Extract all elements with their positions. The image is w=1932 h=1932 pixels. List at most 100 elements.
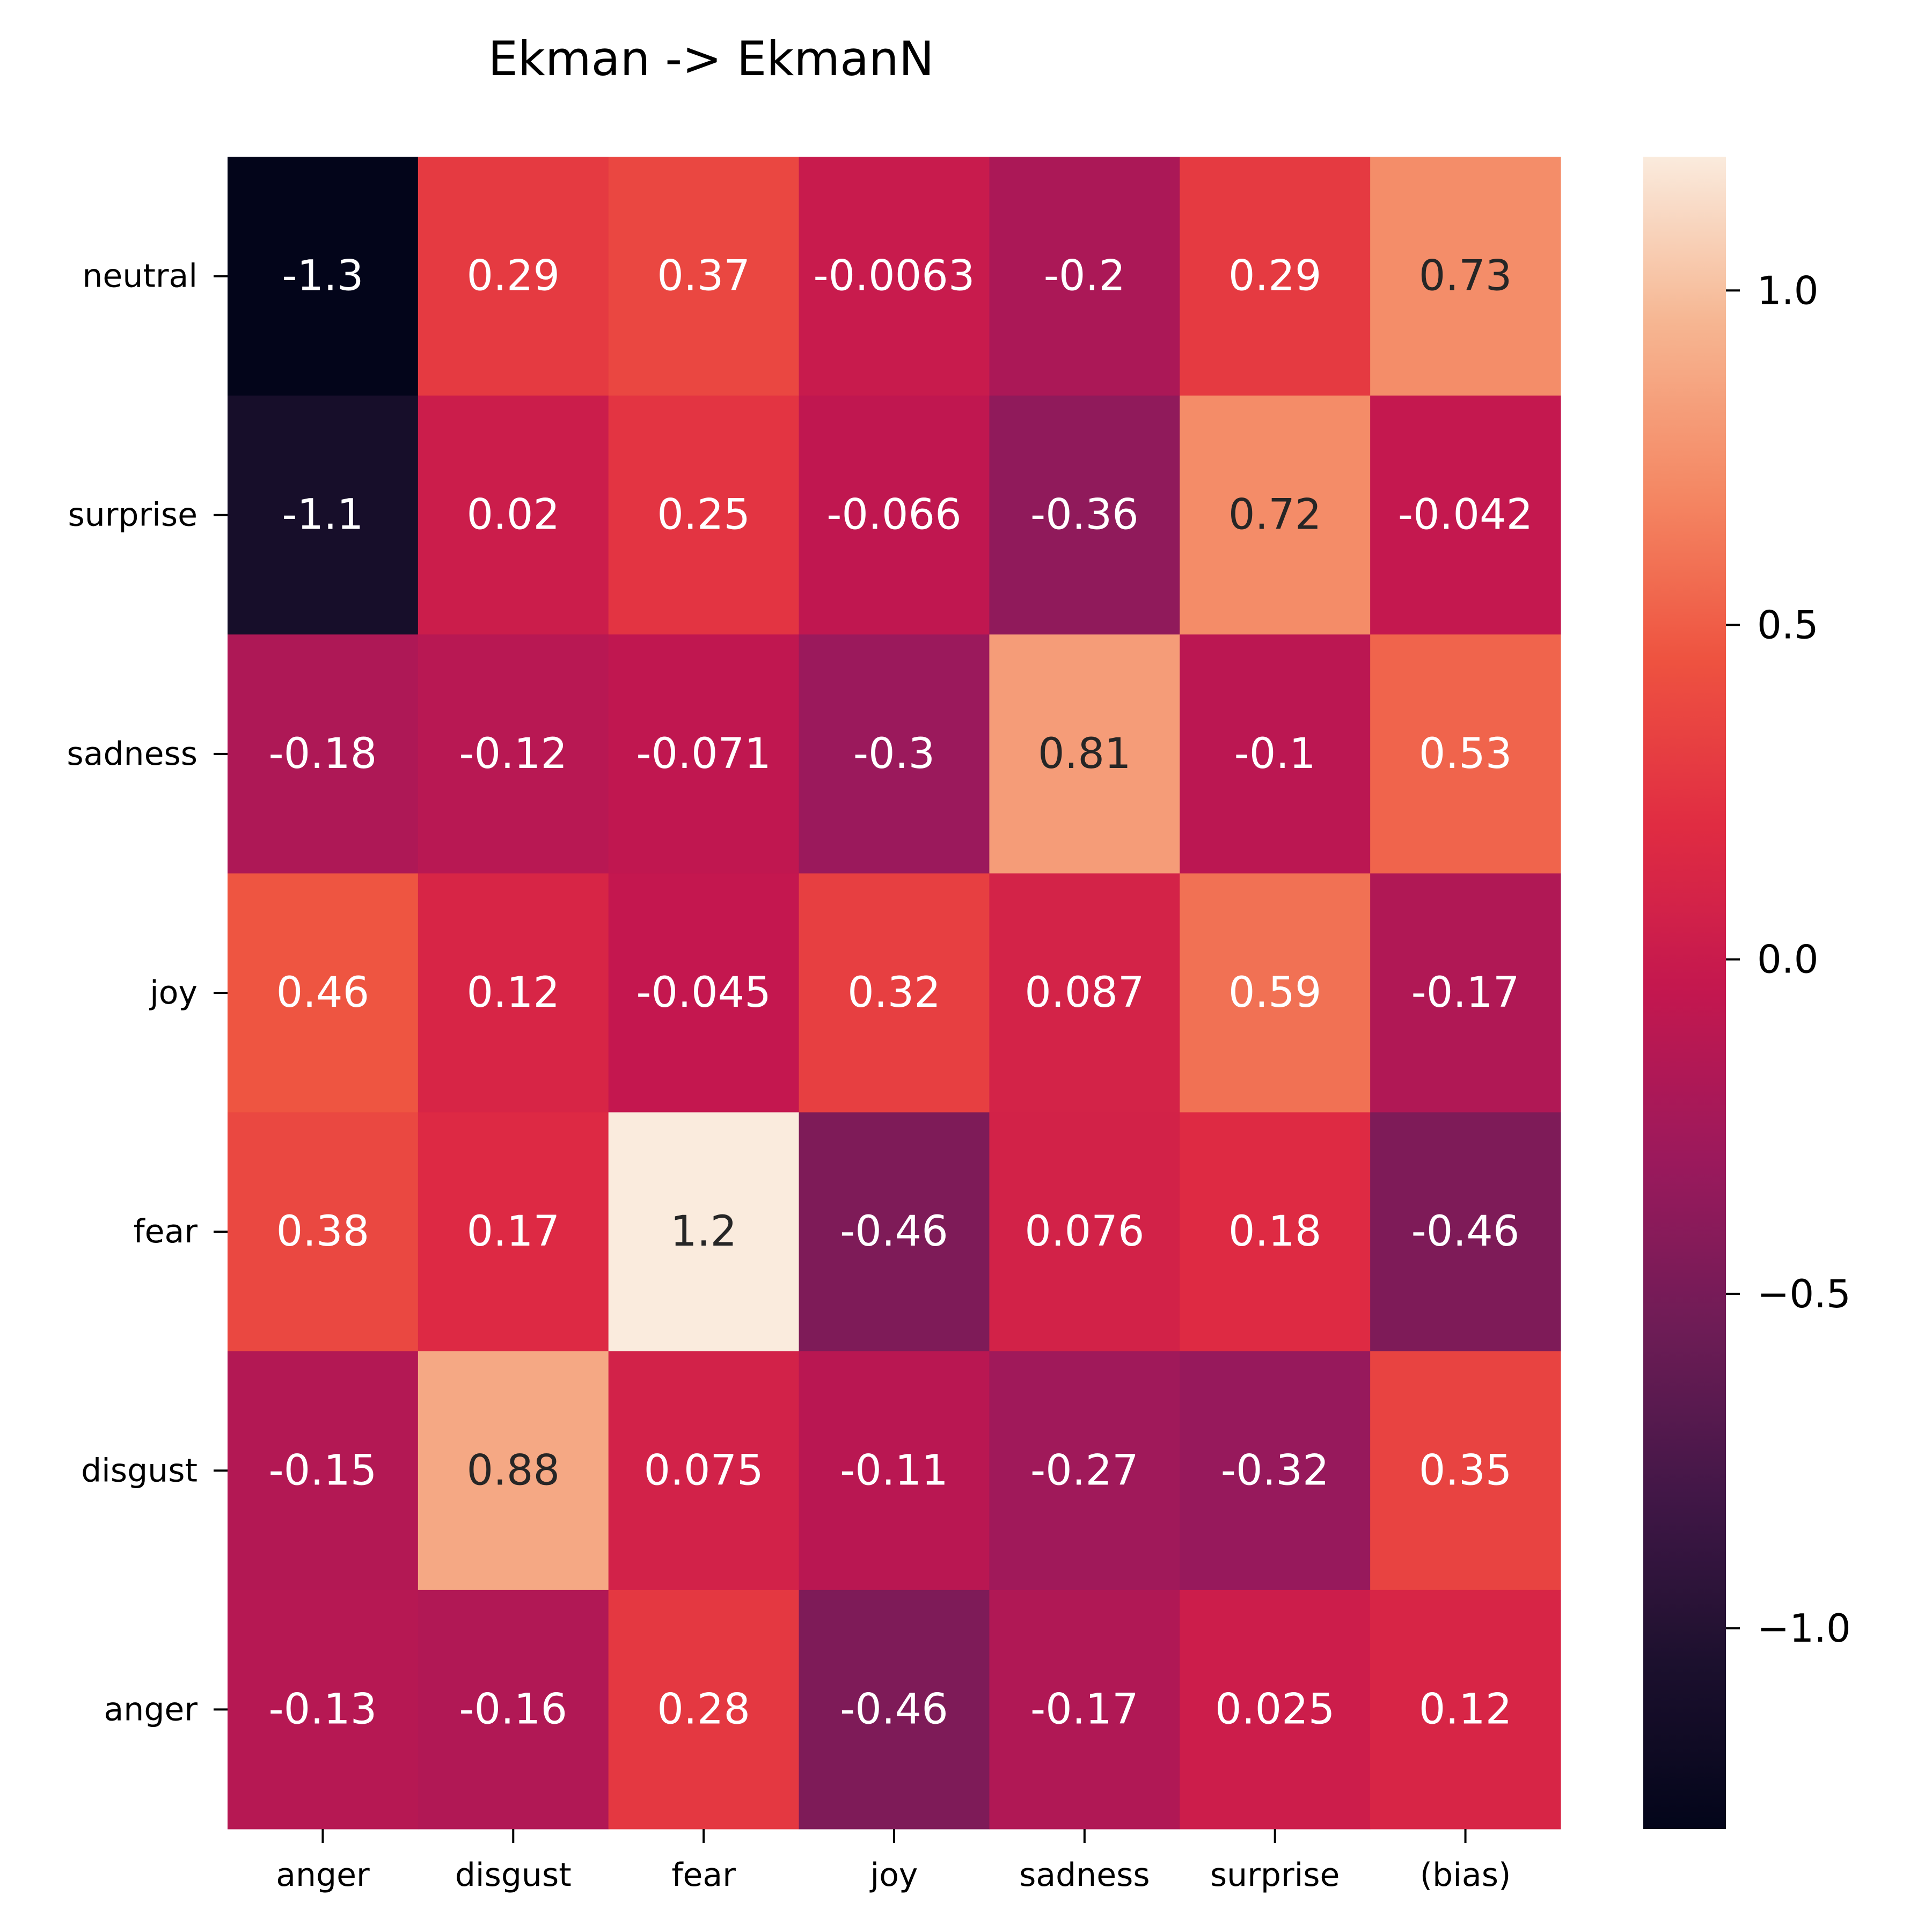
cell-value-label: 0.076	[1024, 1208, 1144, 1256]
cell-value-label: -0.071	[636, 730, 771, 778]
x-tick-label: surprise	[1210, 1856, 1340, 1894]
cell-value-label: -0.27	[1030, 1446, 1139, 1495]
cell-value-label: 0.59	[1228, 969, 1322, 1017]
cell-value-label: 0.18	[1228, 1208, 1322, 1256]
heatmap-cell	[1370, 1112, 1561, 1352]
cell-value-label: -0.17	[1030, 1685, 1139, 1733]
y-tick-label: joy	[149, 974, 197, 1012]
cell-value-label: -0.1	[1234, 730, 1316, 778]
heatmap-cell	[1370, 634, 1561, 874]
heatmap-cell	[228, 1351, 419, 1591]
cell-value-label: -0.12	[459, 730, 567, 778]
cell-value-label: -0.15	[269, 1446, 377, 1495]
x-tick-label: anger	[276, 1856, 370, 1894]
heatmap-cell	[608, 1112, 800, 1352]
heatmap-cell	[1180, 1112, 1371, 1352]
heatmap-cell	[799, 1112, 990, 1352]
heatmap-cell	[228, 1590, 419, 1829]
chart-title: Ekman -> EkmanN	[488, 31, 934, 86]
cell-value-label: -0.045	[636, 969, 771, 1017]
heatmap-cell	[1370, 873, 1561, 1113]
cell-value-label: 0.17	[466, 1208, 560, 1256]
cell-value-label: -0.36	[1030, 491, 1139, 539]
cell-value-label: 0.88	[466, 1446, 560, 1495]
heatmap-cell	[228, 396, 419, 635]
heatmap-cell	[608, 1351, 800, 1591]
y-tick-label: neutral	[82, 258, 197, 295]
cell-value-label: 1.2	[670, 1208, 737, 1256]
heatmap-cell	[1180, 1590, 1371, 1829]
x-tick-label: disgust	[455, 1856, 572, 1894]
heatmap-cells: -1.3 0.29 0.37 -0.0063 -0.2 0.29 0.73 -1.1 0.02 0…	[228, 157, 1561, 1829]
cell-value-label: -0.2	[1044, 252, 1125, 301]
heatmap-cell	[418, 634, 609, 874]
heatmap-cell	[989, 873, 1180, 1113]
cell-value-label: 0.53	[1419, 730, 1512, 778]
heatmap-cell	[1180, 396, 1371, 635]
cell-value-label: -0.042	[1398, 491, 1533, 539]
heatmap-cell	[228, 873, 419, 1113]
heatmap-cell	[799, 1590, 990, 1829]
heatmap-cell	[989, 634, 1180, 874]
cell-value-label: 0.087	[1024, 969, 1144, 1017]
cell-value-label: 0.35	[1419, 1446, 1512, 1495]
cell-value-label: 0.28	[657, 1685, 750, 1733]
cell-value-label: -1.1	[282, 491, 363, 539]
cell-value-label: 0.81	[1038, 730, 1131, 778]
heatmap-cell	[1180, 634, 1371, 874]
heatmap-cell	[989, 157, 1180, 396]
x-tick-label: (bias)	[1420, 1856, 1511, 1894]
heatmap-cell	[799, 634, 990, 874]
cell-value-label: 0.38	[276, 1208, 370, 1256]
colorbar: 1.0 0.5 0.0 −0.5 −1.0	[1643, 157, 1851, 1829]
heatmap-cell	[608, 634, 800, 874]
cell-value-label: -0.18	[269, 730, 377, 778]
heatmap-cell	[1370, 1590, 1561, 1829]
y-axis: neutral surprise sadness joy fear disgust ange…	[67, 258, 228, 1728]
heatmap-cell	[608, 157, 800, 396]
x-tick-label: sadness	[1019, 1856, 1150, 1894]
cell-value-label: -0.46	[840, 1208, 948, 1256]
cell-value-label: 0.73	[1419, 252, 1512, 301]
colorbar-tick-label: 0.5	[1757, 602, 1819, 647]
heatmap-cell	[418, 1590, 609, 1829]
heatmap-cell	[1370, 1351, 1561, 1591]
heatmap-cell	[799, 1351, 990, 1591]
cell-value-label: -1.3	[282, 252, 363, 301]
cell-value-label: -0.11	[840, 1446, 948, 1495]
y-tick-label: disgust	[81, 1452, 197, 1489]
colorbar-tick-label: 1.0	[1757, 268, 1819, 313]
cell-value-label: 0.12	[466, 969, 560, 1017]
heatmap-cell	[799, 396, 990, 635]
cell-value-label: 0.025	[1215, 1685, 1335, 1733]
cell-value-label: -0.0063	[813, 252, 975, 301]
heatmap-cell	[989, 1590, 1180, 1829]
colorbar-tick-label: −0.5	[1757, 1271, 1851, 1316]
heatmap-cell	[989, 396, 1180, 635]
colorbar-tick-label: 0.0	[1757, 937, 1819, 982]
y-tick-label: surprise	[68, 496, 197, 534]
colorbar-tick-label: −1.0	[1757, 1606, 1851, 1651]
cell-value-label: 0.25	[657, 491, 750, 539]
cell-value-label: -0.3	[853, 730, 935, 778]
heatmap-cell	[228, 157, 419, 396]
cell-value-label: 0.29	[466, 252, 560, 301]
heatmap-cell	[418, 1112, 609, 1352]
cell-value-label: -0.16	[459, 1685, 567, 1733]
heatmap-cell	[418, 873, 609, 1113]
cell-value-label: 0.46	[276, 969, 370, 1017]
heatmap-cell	[1370, 157, 1561, 396]
cell-value-label: 0.37	[657, 252, 750, 301]
heatmap-cell	[989, 1351, 1180, 1591]
cell-value-label: 0.075	[643, 1446, 763, 1495]
heatmap-cell	[418, 1351, 609, 1591]
cell-value-label: 0.02	[466, 491, 560, 539]
cell-value-label: -0.17	[1411, 969, 1520, 1017]
heatmap-cell	[1180, 873, 1371, 1113]
cell-value-label: -0.46	[1411, 1208, 1520, 1256]
heatmap-cell	[1180, 157, 1371, 396]
heatmap-cell	[989, 1112, 1180, 1352]
x-tick-label: joy	[869, 1856, 918, 1894]
heatmap-cell	[418, 396, 609, 635]
